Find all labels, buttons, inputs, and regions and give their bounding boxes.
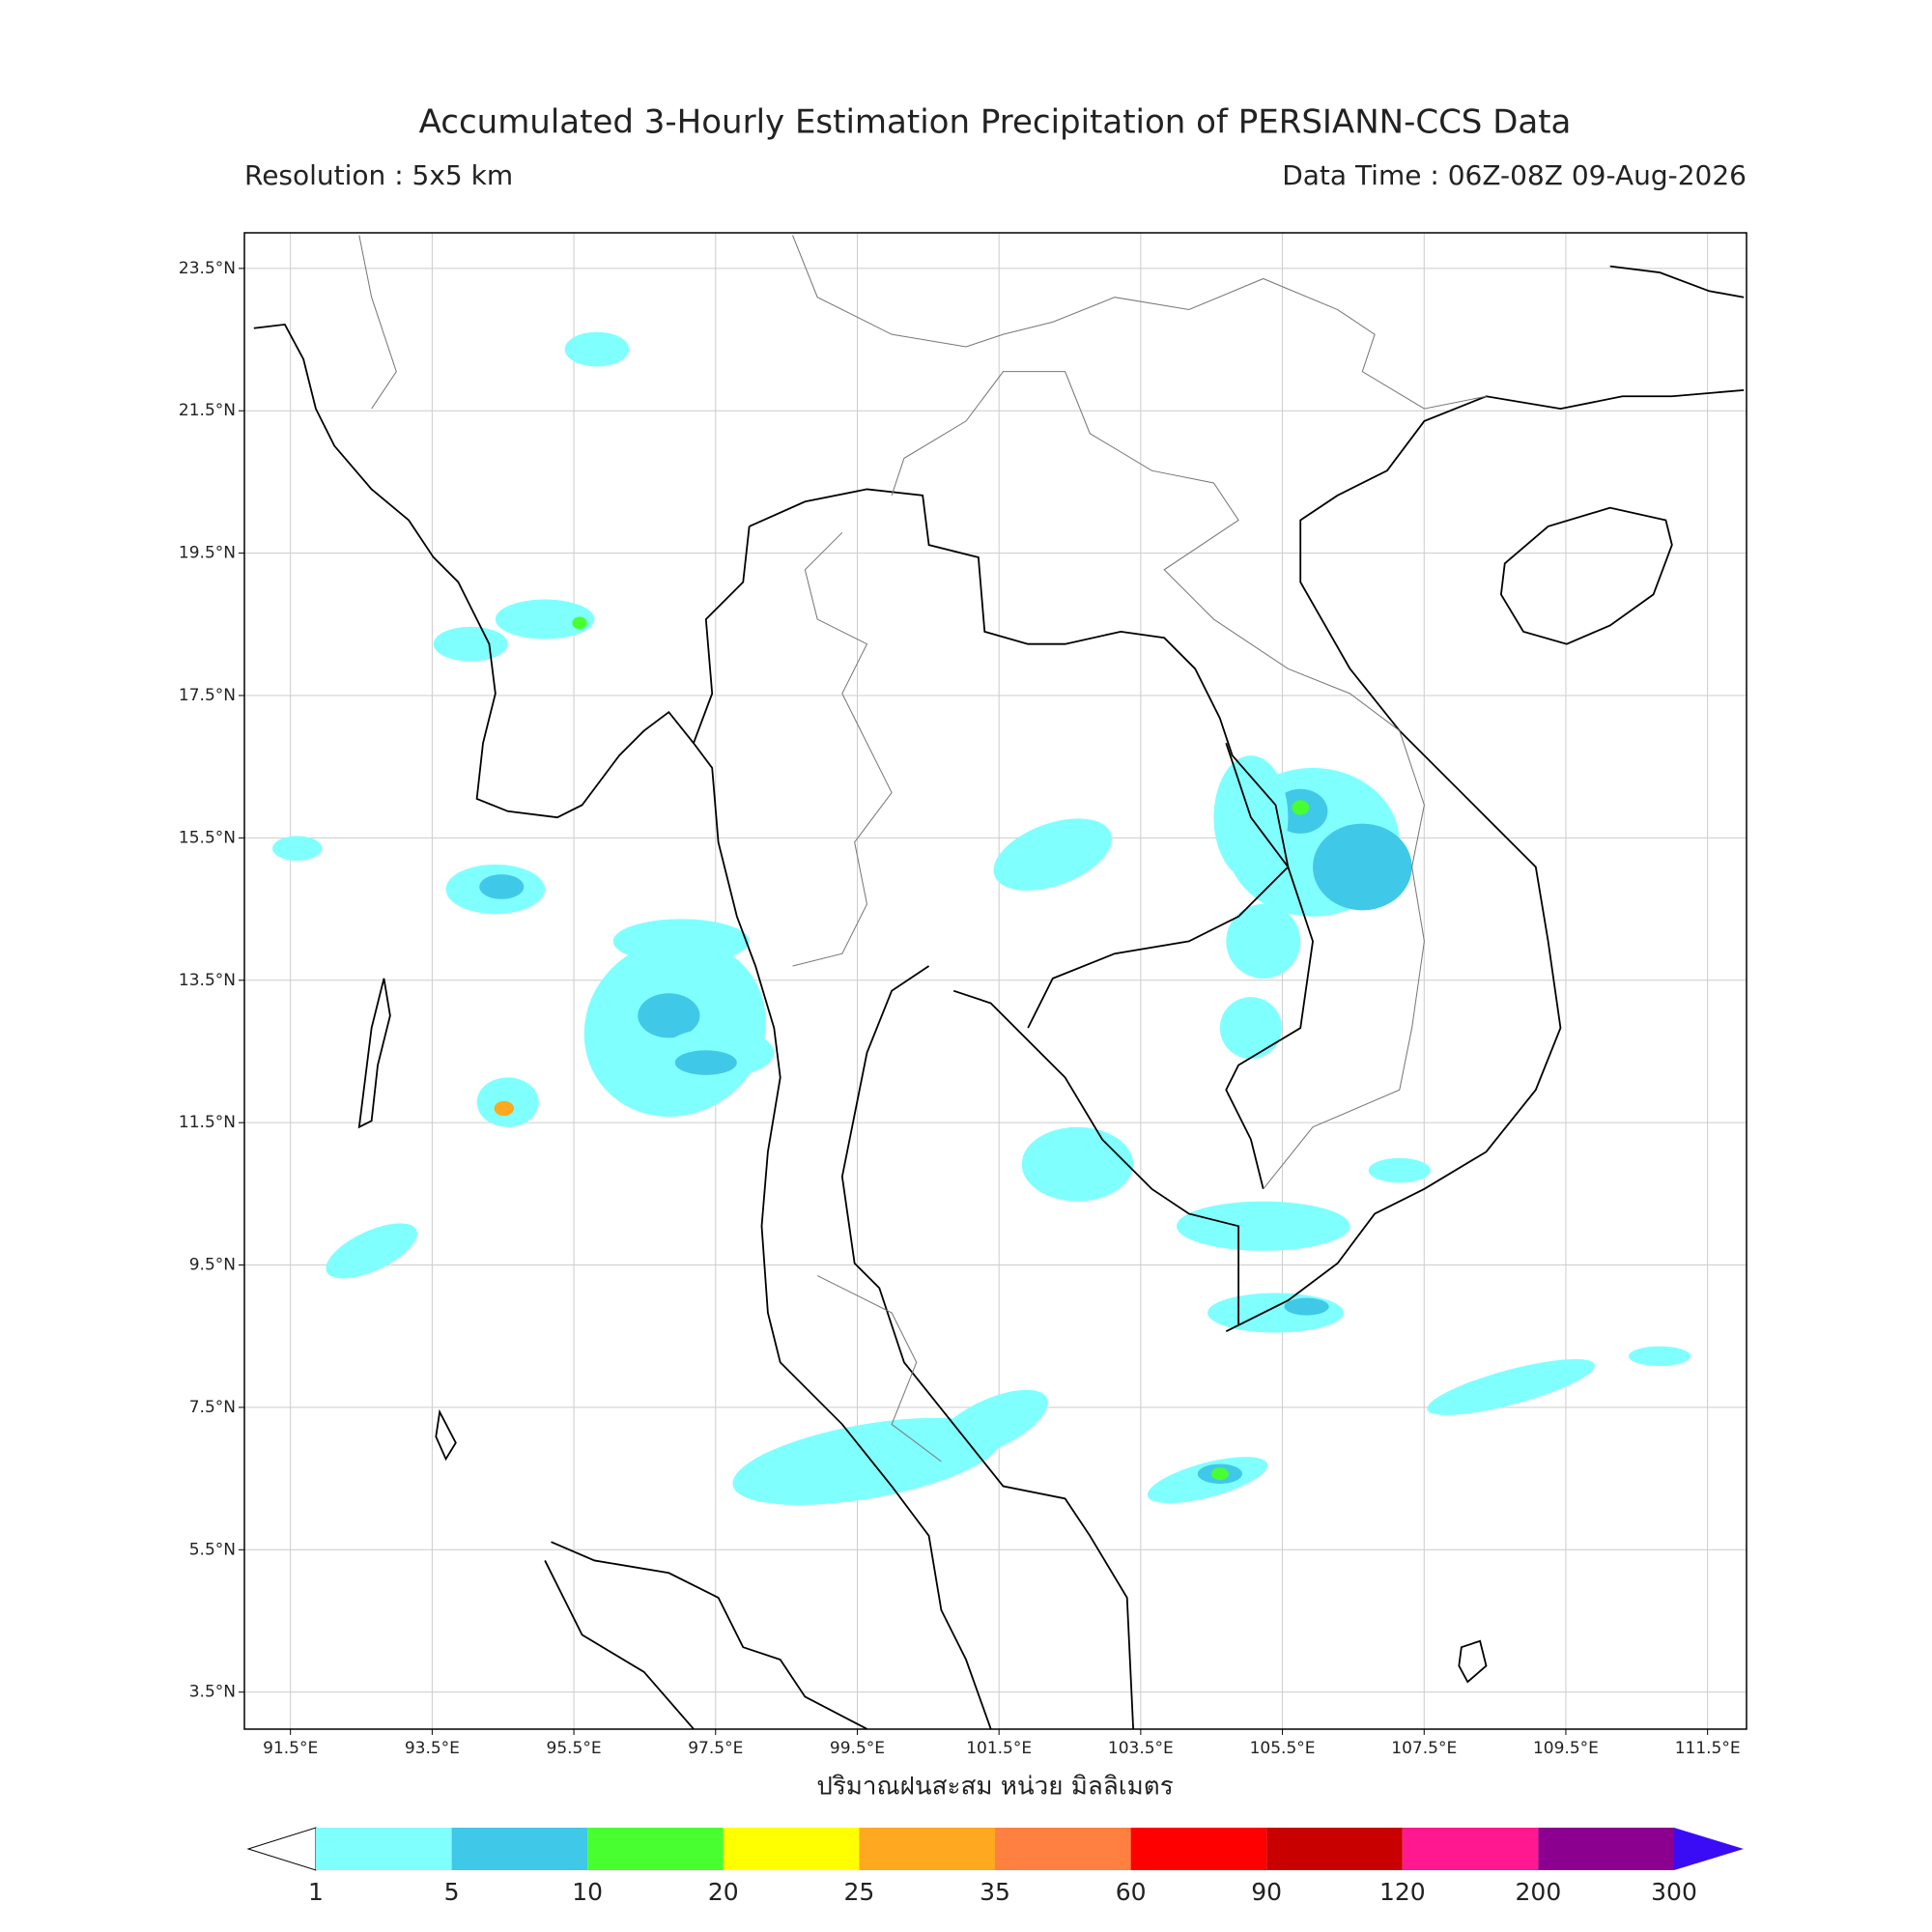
y-tick-label: 15.5°N	[179, 828, 236, 847]
colorbar-label: 120	[1379, 1878, 1426, 1906]
x-tick-label: 99.5°E	[830, 1739, 885, 1758]
y-tick-label: 11.5°N	[179, 1113, 236, 1132]
colorbar-box	[1130, 1828, 1267, 1870]
x-tick-label: 109.5°E	[1533, 1739, 1599, 1758]
grid	[244, 233, 1747, 1729]
colorbar-label: 300	[1651, 1878, 1697, 1906]
colorbar-label: 20	[708, 1878, 739, 1906]
x-tick-label: 91.5°E	[263, 1739, 318, 1758]
y-tick-label: 7.5°N	[189, 1398, 236, 1417]
map-layer	[253, 235, 1745, 1730]
x-tick-label: 111.5°E	[1675, 1739, 1741, 1758]
x-tick-label: 95.5°E	[547, 1739, 602, 1758]
rain-areas	[272, 331, 1691, 1505]
y-tick-label: 23.5°N	[179, 259, 236, 278]
x-label: ปริมาณฝนสะสม หน่วย มิลลิเมตร	[816, 1773, 1173, 1802]
x-tick-label: 105.5°E	[1250, 1739, 1316, 1758]
x-tick-label: 93.5°E	[405, 1739, 460, 1758]
x-tick-label: 97.5°E	[688, 1739, 743, 1758]
colorbar-label: 35	[980, 1878, 1010, 1906]
colorbar-label: 1	[308, 1878, 324, 1906]
colorbar-box	[1538, 1828, 1674, 1870]
title: Accumulated 3-Hourly Estimation Precipit…	[419, 103, 1572, 142]
colorbar-box	[723, 1828, 860, 1870]
coastlines	[253, 265, 1745, 1730]
colorbar-label: 200	[1516, 1878, 1562, 1906]
colorbar-over	[1674, 1828, 1744, 1870]
resolution: Resolution : 5x5 km	[244, 159, 513, 191]
x-tick-label: 103.5°E	[1108, 1739, 1174, 1758]
colorbar-box	[316, 1828, 452, 1870]
y-tick-label: 17.5°N	[179, 686, 236, 705]
colorbar-label: 60	[1116, 1878, 1147, 1906]
map-frame	[243, 232, 1747, 1730]
colorbar: 1 5 10 20 25 35 60 90 120 200 300	[246, 1827, 1744, 1906]
y-tick-label: 3.5°N	[189, 1683, 236, 1702]
y-tick-label: 9.5°N	[189, 1256, 236, 1275]
colorbar-box	[859, 1828, 995, 1870]
colorbar-box	[1266, 1828, 1403, 1870]
y-tick-label: 21.5°N	[179, 401, 236, 420]
colorbar-box	[587, 1828, 724, 1870]
y-tick-label: 5.5°N	[189, 1540, 236, 1559]
y-tick-label: 19.5°N	[179, 544, 236, 563]
borders	[358, 235, 1487, 1463]
colorbar-label: 25	[843, 1878, 874, 1906]
colorbar-label: 10	[572, 1878, 603, 1906]
colorbar-box	[1402, 1828, 1539, 1870]
colorbar-box	[451, 1828, 588, 1870]
colorbar-label: 5	[444, 1878, 460, 1906]
colorbar-box	[995, 1828, 1131, 1870]
x-tick-label: 107.5°E	[1391, 1739, 1457, 1758]
colorbar-under	[246, 1827, 317, 1871]
colorbar-label: 90	[1251, 1878, 1282, 1906]
data-time: Data Time : 06Z-08Z 09-Aug-2026	[1282, 159, 1747, 191]
y-tick-label: 13.5°N	[179, 971, 236, 990]
x-tick-label: 101.5°E	[966, 1739, 1032, 1758]
